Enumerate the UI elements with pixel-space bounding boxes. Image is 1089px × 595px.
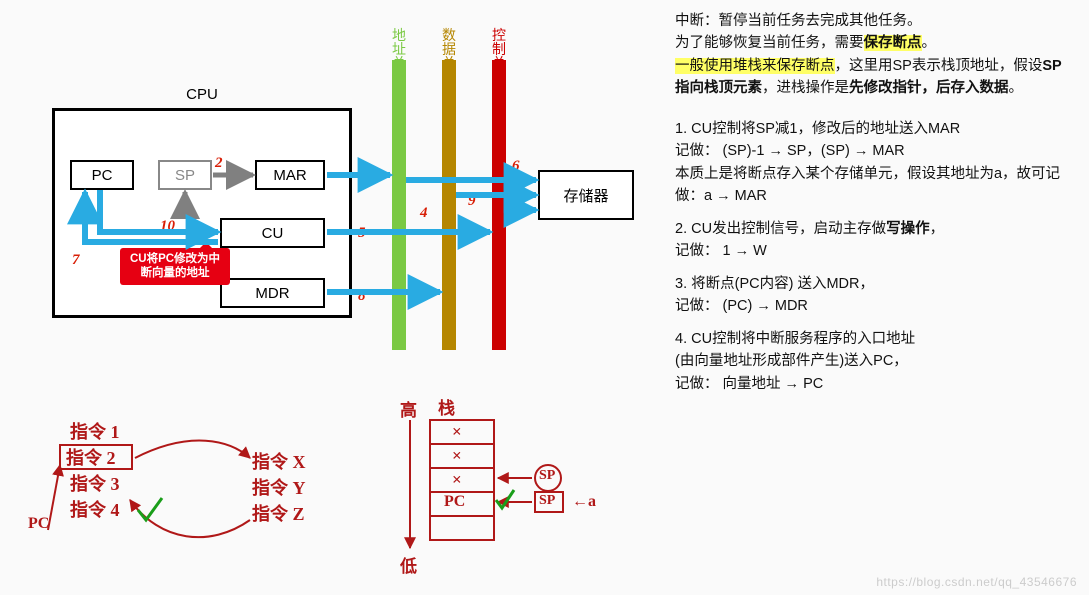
control-bus: [492, 60, 506, 350]
diagram-area: 地址总线 数据总线 控制总线 CPU PC SP -1 MAR CU MDR 存…: [0, 0, 665, 595]
intro-3a: 一般使用堆栈来保存断点: [675, 58, 835, 74]
s1c: 本质上是将断点存入某个存储单元，假设其地址为a，故可记做：a → MAR: [675, 166, 1060, 204]
pc-block: PC: [70, 160, 134, 190]
explanation-text: 中断：暂停当前任务去完成其他任务。 为了能够恢复当前任务，需要保存断点。 一般使…: [665, 0, 1089, 595]
watermark: https://blog.csdn.net/qq_43546676: [876, 575, 1077, 589]
s2a: 2. CU发出控制信号，启动主存做: [675, 221, 886, 237]
intro-1: 中断：暂停当前任务去完成其他任务。: [675, 13, 922, 29]
num-4: 4: [420, 205, 428, 222]
num-2: 2: [215, 155, 223, 172]
s2a-bold: 写操作: [886, 221, 930, 237]
sp-new: SP: [539, 493, 555, 509]
s4c: 记做： 向量地址 → PC: [675, 376, 823, 392]
hl-3: 指令 3: [70, 470, 120, 496]
num-10: 10: [160, 218, 175, 235]
data-bus: [442, 60, 456, 350]
stack-low: 低: [400, 552, 417, 577]
sp-step: -1: [180, 198, 192, 214]
stack-x3: ×: [452, 470, 462, 490]
num-7: 7: [72, 252, 80, 269]
num-8: 8: [358, 288, 366, 305]
hl-1: 指令 1: [70, 418, 120, 444]
s3b: 记做： (PC) → MDR: [675, 298, 808, 314]
hl-4: 指令 4: [70, 496, 120, 522]
hl-2: 指令 2: [66, 444, 116, 470]
num-6: 6: [512, 158, 520, 175]
s1b: 记做： (SP)-1 → SP，(SP) → MAR: [675, 143, 905, 159]
memory-block: 存储器: [538, 170, 634, 220]
stack-x1: ×: [452, 422, 462, 442]
intro-3d: ，进栈操作是: [762, 80, 849, 96]
sp-a: ←a: [572, 493, 596, 511]
intro-2b: 保存断点: [864, 35, 922, 51]
stack-high: 高: [400, 396, 417, 421]
sp-block: SP: [158, 160, 212, 190]
hr-1: 指令 X: [252, 448, 306, 474]
s3a: 3. 将断点(PC内容) 送入MDR，: [675, 276, 874, 292]
data-bus-label: 数据总线: [440, 28, 458, 84]
num-5: 5: [358, 225, 366, 242]
intro-3b: ，这里用SP表示栈顶地址，假设: [835, 58, 1043, 74]
hr-2: 指令 Y: [252, 474, 306, 500]
sp-old: SP: [539, 468, 555, 484]
hl-pc: PC: [28, 515, 49, 533]
cpu-title: CPU: [52, 86, 352, 103]
intro-2a: 为了能够恢复当前任务，需要: [675, 35, 864, 51]
ctrl-bus-label: 控制总线: [490, 28, 508, 84]
s2a2: ，: [930, 221, 945, 237]
num-9: 9: [468, 193, 476, 210]
address-bus: [392, 60, 406, 350]
mdr-block: MDR: [220, 278, 325, 308]
s4b: (由向量地址形成部件产生)送入PC，: [675, 353, 908, 369]
num-3: 3: [358, 158, 366, 175]
intro-3f: 。: [1009, 80, 1024, 96]
hand-right: [410, 420, 563, 548]
stack-x2: ×: [452, 446, 462, 466]
stack-pc: PC: [444, 493, 465, 511]
s4a: 4. CU控制将中断服务程序的入口地址: [675, 331, 915, 347]
cu-block: CU: [220, 218, 325, 248]
callout: CU将PC修改为中断向量的地址: [120, 248, 230, 285]
intro-3e: 先修改指针，后存入数据: [849, 80, 1009, 96]
intro-2c: 。: [922, 35, 937, 51]
stack-head: 栈: [438, 394, 455, 419]
mar-block: MAR: [255, 160, 325, 190]
addr-bus-label: 地址总线: [390, 28, 408, 84]
hr-3: 指令 Z: [252, 500, 305, 526]
s1a: 1. CU控制将SP减1，修改后的地址送入MAR: [675, 121, 960, 137]
s2b: 记做： 1 → W: [675, 243, 767, 259]
